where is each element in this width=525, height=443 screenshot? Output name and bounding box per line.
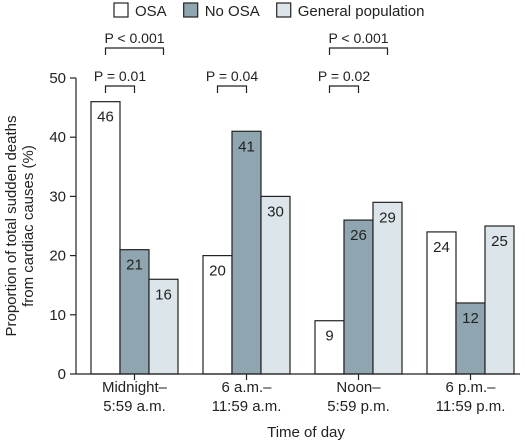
x-axis-label: Time of day	[267, 424, 345, 441]
bar-value-label: 41	[238, 138, 255, 155]
bar-general-population	[372, 201, 403, 375]
legend-swatch	[113, 2, 129, 18]
legend-label: General population	[298, 3, 425, 20]
p-value-label: P < 0.001	[328, 30, 388, 46]
significance-bracket	[328, 47, 389, 55]
p-value-label: P < 0.001	[104, 30, 164, 46]
p-value-label: P = 0.01	[94, 68, 147, 84]
x-axis: Midnight– 5:59 a.m. 6 a.m.– 11:59 a.m. Noon–…	[76, 373, 520, 441]
p-value-annotations: P < 0.001 P = 0.01 P = 0.04 P < 0.001 P = 0.…	[94, 30, 389, 93]
significance-bracket	[216, 85, 248, 93]
significance-bracket	[104, 85, 136, 93]
y-tick-label: 0	[58, 366, 66, 383]
bar-value-label: 26	[350, 227, 367, 244]
bar-value-label: 25	[491, 233, 508, 250]
bar-value-label: 29	[379, 209, 396, 226]
y-tick-label: 20	[49, 248, 66, 265]
y-axis-label: Proportion of total sudden deaths	[3, 116, 20, 337]
bar-general-population	[148, 278, 179, 375]
bar-value-label: 12	[462, 310, 479, 327]
bar-general-population	[484, 225, 515, 375]
y-axis: 0 10 20 30 40 50 Proportion of total sudden de…	[3, 70, 77, 383]
x-tick-label: 11:59 a.m.	[212, 398, 282, 415]
bar-general-population	[260, 195, 291, 375]
bar-osa	[90, 101, 121, 375]
legend-label: OSA	[135, 3, 167, 20]
y-tick-label: 40	[49, 129, 66, 146]
x-tick-label: 11:59 p.m.	[436, 398, 506, 415]
bar-value-label: 30	[267, 203, 284, 220]
legend: OSA No OSA General population	[113, 2, 425, 20]
x-tick-label: Noon–	[336, 379, 381, 396]
bar-value-label: 46	[97, 109, 114, 126]
y-tick-label: 50	[49, 70, 66, 87]
x-tick-label: 6 p.m.–	[445, 379, 496, 396]
y-tick-label: 30	[49, 188, 66, 205]
bar-value-label: 9	[325, 328, 333, 345]
x-tick-label: 6 a.m.–	[221, 379, 272, 396]
bar-osa	[426, 231, 457, 375]
bar-osa	[314, 320, 345, 375]
x-tick-label: 5:59 a.m.	[103, 398, 166, 415]
legend-swatch	[276, 2, 292, 18]
significance-bracket	[328, 85, 360, 93]
legend-swatch	[183, 2, 199, 18]
bar-value-label: 20	[209, 263, 226, 280]
bar-value-label: 21	[126, 257, 143, 274]
bars: 46 20 9 24 21 41 26 12 16 30 29 25	[90, 101, 515, 375]
p-value-label: P = 0.02	[318, 68, 371, 84]
x-tick-label: Midnight–	[102, 379, 168, 396]
bar-value-label: 24	[433, 239, 450, 256]
bar-no-osa	[231, 130, 262, 375]
y-axis-label: from cardiac causes (%)	[20, 145, 37, 307]
legend-label: No OSA	[205, 3, 260, 20]
x-tick-label: 5:59 p.m.	[327, 398, 390, 415]
y-tick-label: 10	[49, 307, 66, 324]
bar-no-osa	[455, 302, 486, 375]
bar-no-osa	[343, 219, 374, 375]
significance-bracket	[104, 47, 165, 55]
bar-value-label: 16	[155, 286, 172, 303]
p-value-label: P = 0.04	[206, 68, 259, 84]
